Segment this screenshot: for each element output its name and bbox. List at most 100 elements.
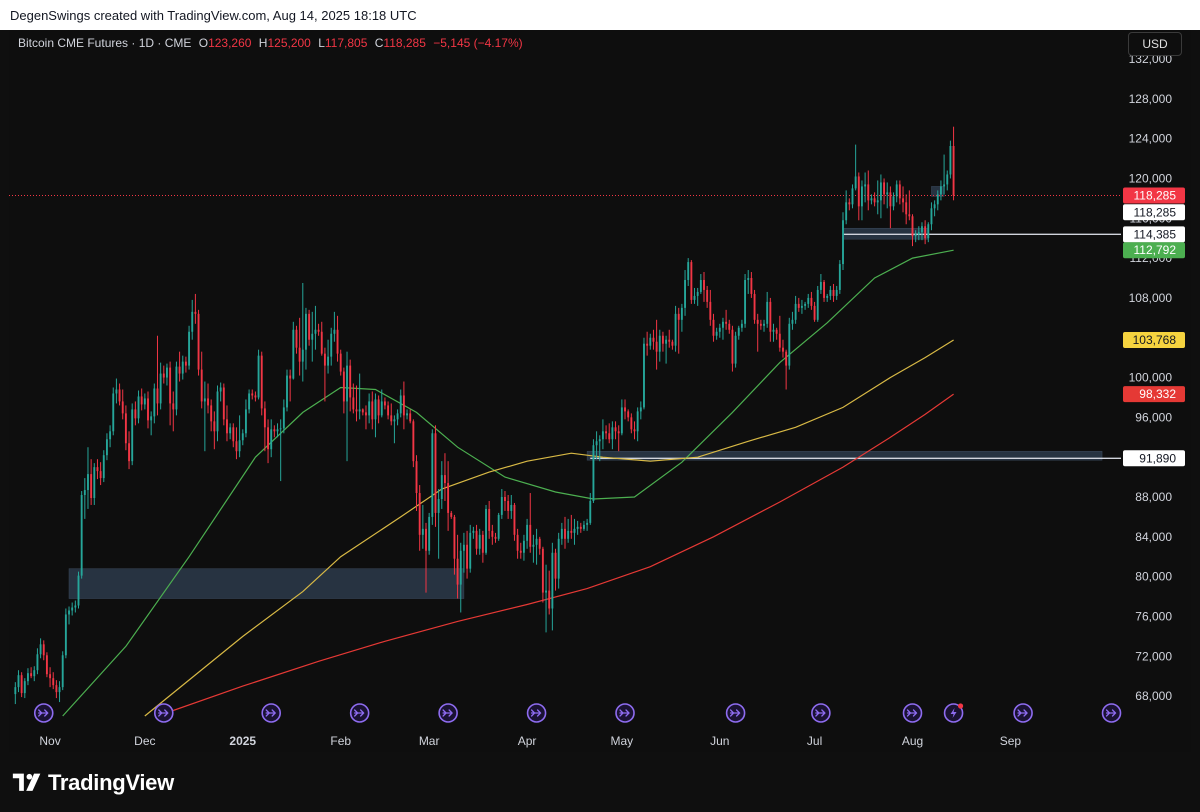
- y-tick-label: 84,000: [1135, 530, 1172, 544]
- candle-body: [64, 614, 67, 656]
- arrow-circle-icon[interactable]: [438, 703, 458, 723]
- candle-body: [778, 333, 781, 348]
- candle-body: [124, 413, 127, 444]
- candle-body: [867, 184, 870, 201]
- candle-body: [658, 335, 661, 352]
- lightning-circle-icon[interactable]: [943, 703, 964, 723]
- x-axis[interactable]: Nov Dec 2025 Feb Mar Apr May Jun Jul Aug Sep: [39, 734, 1021, 748]
- candle-body: [55, 685, 58, 693]
- arrow-circle-icon[interactable]: [615, 703, 635, 723]
- candle-body: [33, 670, 36, 677]
- candle-body: [573, 528, 576, 533]
- candle-body: [210, 405, 213, 422]
- candle-body: [772, 329, 775, 332]
- candle-body: [823, 281, 825, 298]
- candle-body: [342, 371, 345, 402]
- candle-body: [595, 441, 598, 446]
- candle-body: [248, 393, 251, 410]
- candle-body: [680, 307, 683, 320]
- candle-body: [898, 184, 901, 199]
- chart-frame[interactable]: [9, 30, 1191, 752]
- candle-body: [810, 297, 813, 306]
- arrow-circle-icon[interactable]: [153, 703, 174, 723]
- candle-body: [516, 534, 519, 551]
- candle-body: [229, 427, 232, 434]
- candle-body: [27, 673, 29, 682]
- candle-body: [260, 355, 263, 409]
- candle-body: [178, 366, 181, 374]
- candle-body: [159, 373, 162, 404]
- candle-body: [402, 395, 405, 416]
- candle-body: [87, 474, 89, 491]
- brand[interactable]: TradingView: [12, 770, 174, 796]
- candle-body: [535, 538, 538, 545]
- candle-body: [30, 673, 33, 677]
- candle-body: [851, 188, 854, 205]
- x-tick-label: Dec: [134, 734, 155, 748]
- y-tick-label: 80,000: [1135, 570, 1172, 584]
- candle-body: [172, 403, 175, 410]
- event-markers-layer[interactable]: [33, 703, 1122, 723]
- x-tick-label: Apr: [518, 734, 537, 748]
- candle-body: [624, 407, 626, 412]
- price-label-text: 103,768: [1133, 333, 1177, 347]
- arrow-circle-icon[interactable]: [349, 703, 370, 723]
- candle-body: [361, 409, 364, 413]
- y-tick-label: 128,000: [1129, 92, 1173, 106]
- currency-button[interactable]: USD: [1128, 32, 1182, 56]
- price-label: 103,768: [1123, 332, 1185, 349]
- candle-body: [513, 504, 516, 535]
- candle-body: [665, 339, 668, 344]
- candle-body: [491, 530, 494, 537]
- candle-body: [507, 500, 510, 511]
- candle-body: [387, 405, 390, 416]
- candle-body: [601, 431, 604, 440]
- candle-body: [380, 401, 383, 416]
- y-axis[interactable]: 68,00072,00076,00080,00084,00088,00092,0…: [1129, 52, 1173, 703]
- arrow-circle-icon[interactable]: [1101, 703, 1122, 723]
- price-label: 118,285: [1123, 187, 1185, 204]
- candle-body: [703, 279, 705, 290]
- candle-body: [861, 186, 863, 207]
- candle-body: [526, 524, 529, 541]
- candle-body: [791, 319, 794, 324]
- candle-body: [244, 409, 247, 434]
- arrow-circle-icon[interactable]: [902, 703, 923, 723]
- candle-body: [235, 441, 238, 452]
- candle-body: [131, 409, 134, 462]
- candle-body: [646, 343, 649, 346]
- x-tick-label: Nov: [39, 734, 60, 748]
- y-tick-label: 120,000: [1129, 171, 1173, 185]
- candle-body: [879, 182, 882, 201]
- candle-body: [655, 341, 658, 352]
- candle-body: [870, 198, 873, 201]
- candle-body: [273, 429, 276, 432]
- candle-body: [365, 412, 367, 416]
- symbol-legend[interactable]: Bitcoin CME Futures · 1D · CME O123,260 …: [18, 36, 523, 50]
- candle-body: [58, 687, 61, 693]
- candle-body: [500, 497, 503, 515]
- candle-body: [203, 398, 206, 402]
- candle-body: [718, 327, 721, 332]
- candle-body: [421, 528, 424, 535]
- arrow-circle-icon[interactable]: [811, 703, 831, 723]
- candle-body: [314, 329, 317, 334]
- candle-body: [819, 281, 822, 290]
- attribution-text: DegenSwings created with TradingView.com…: [10, 8, 417, 23]
- candle-body: [121, 401, 124, 414]
- candle-body: [415, 461, 418, 494]
- arrow-circle-icon[interactable]: [1013, 703, 1033, 723]
- candle-body: [462, 544, 465, 551]
- arrow-circle-icon[interactable]: [261, 703, 282, 723]
- candle-body: [952, 146, 955, 196]
- x-tick-label: Sep: [1000, 734, 1022, 748]
- candle-body: [908, 214, 911, 217]
- candle-body: [886, 192, 889, 195]
- candle-body: [406, 413, 408, 416]
- arrow-circle-icon[interactable]: [33, 703, 54, 723]
- arrow-circle-icon[interactable]: [526, 703, 547, 723]
- candle-body: [794, 303, 797, 320]
- candle-body: [336, 329, 339, 354]
- arrow-circle-icon[interactable]: [725, 703, 746, 723]
